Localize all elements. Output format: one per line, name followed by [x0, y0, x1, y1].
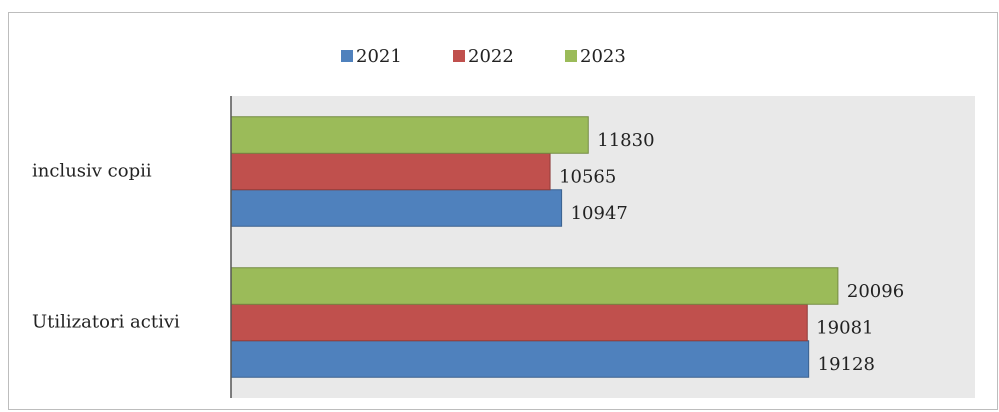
bar: [230, 116, 589, 154]
bar: [230, 152, 551, 191]
legend-label: 2021: [356, 46, 402, 67]
value-label: 19081: [816, 318, 873, 339]
value-label: 19128: [818, 354, 875, 375]
legend-swatch: [341, 50, 353, 62]
bar: [230, 303, 808, 342]
value-label: 10565: [559, 167, 616, 188]
legend-label: 2022: [468, 46, 514, 67]
y-tick-label: inclusiv copii: [32, 161, 152, 182]
value-label: 20096: [847, 281, 904, 302]
bar: [230, 189, 563, 227]
legend-label: 2023: [580, 46, 626, 67]
value-label: 11830: [597, 130, 654, 151]
value-label: 10947: [571, 203, 628, 224]
bar: [230, 267, 839, 305]
bar: [230, 340, 810, 378]
legend-swatch: [453, 50, 465, 62]
legend-swatch: [565, 50, 577, 62]
y-tick-label: Utilizatori activi: [32, 312, 180, 333]
